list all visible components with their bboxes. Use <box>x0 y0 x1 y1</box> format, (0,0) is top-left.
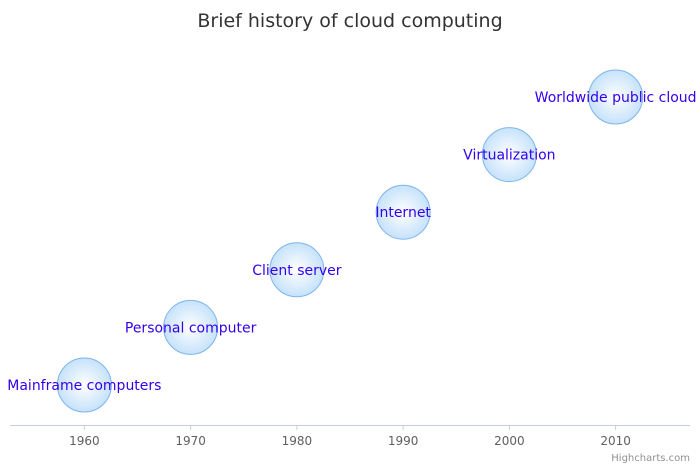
data-label: Worldwide public cloud <box>535 90 697 106</box>
x-tick-label: 2010 <box>600 434 631 448</box>
data-label: Personal computer <box>125 320 257 336</box>
data-point[interactable] <box>588 69 644 125</box>
data-label: Internet <box>375 205 431 221</box>
data-point[interactable] <box>163 299 219 355</box>
x-axis-ticks: 1960 1970 1980 1990 2000 2010 <box>69 425 631 448</box>
x-tick-label: 1960 <box>69 434 100 448</box>
chart-title: Brief history of cloud computing <box>197 10 502 32</box>
plot-area: Mainframe computers Personal computer Clie… <box>7 69 697 413</box>
data-label: Client server <box>252 263 342 279</box>
data-point[interactable] <box>56 357 112 413</box>
x-tick-label: 1990 <box>388 434 419 448</box>
data-point[interactable] <box>269 242 325 298</box>
x-tick-label: 1970 <box>175 434 206 448</box>
data-label: Virtualization <box>463 148 555 164</box>
data-label: Mainframe computers <box>7 378 161 394</box>
credits-link[interactable]: Highcharts.com <box>611 453 690 464</box>
data-point[interactable] <box>481 127 537 183</box>
x-tick-label: 2000 <box>494 434 525 448</box>
data-point[interactable] <box>375 184 431 240</box>
x-tick-label: 1980 <box>282 434 313 448</box>
